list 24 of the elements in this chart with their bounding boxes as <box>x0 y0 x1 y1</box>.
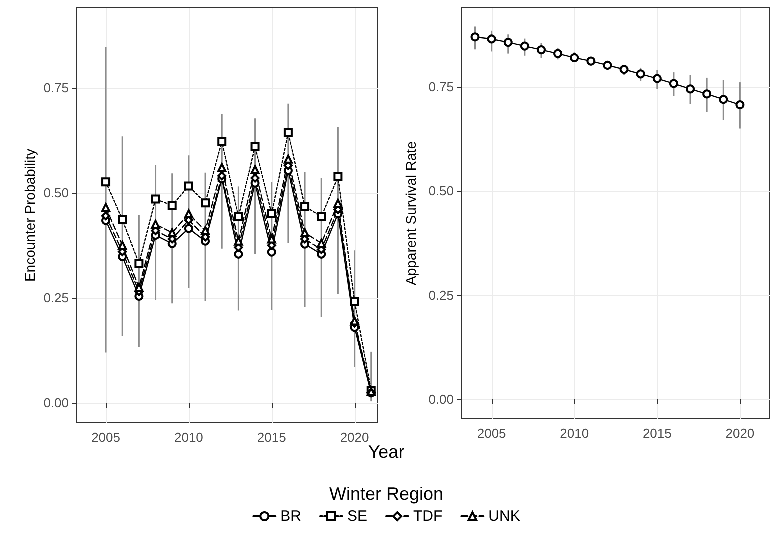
x-tick-label: 2015 <box>642 426 672 441</box>
y-tick-label: 0.00 <box>428 392 454 407</box>
y-tick-label: 0.50 <box>44 186 69 201</box>
y-tick-label: 0.75 <box>428 80 454 95</box>
legend-title: Winter Region <box>329 484 444 504</box>
y-tick-label: 0.75 <box>44 80 69 96</box>
y-tick-label: 0.25 <box>44 290 69 306</box>
legend-label: TDF <box>414 508 443 525</box>
x-tick-label: 2010 <box>560 426 590 441</box>
x-tick-label: 2005 <box>92 430 120 445</box>
x-tick-label: 2020 <box>726 426 755 441</box>
x-tick-label: 2020 <box>340 430 370 445</box>
legend-label: BR <box>280 508 302 525</box>
y-tick-label: 0.50 <box>428 184 454 199</box>
y-axis-title: Apparent Survival Rate <box>402 141 419 286</box>
x-axis-title: Year <box>368 442 405 462</box>
legend-label: UNK <box>488 508 520 525</box>
x-tick-label: 2005 <box>477 426 506 441</box>
x-tick-label: 2015 <box>257 430 286 445</box>
y-tick-label: 0.00 <box>44 396 69 411</box>
y-axis-title: Encounter Probability <box>22 148 38 282</box>
x-tick-label: 2010 <box>174 430 204 445</box>
legend-label: SE <box>348 508 368 525</box>
y-tick-label: 0.25 <box>428 288 454 303</box>
